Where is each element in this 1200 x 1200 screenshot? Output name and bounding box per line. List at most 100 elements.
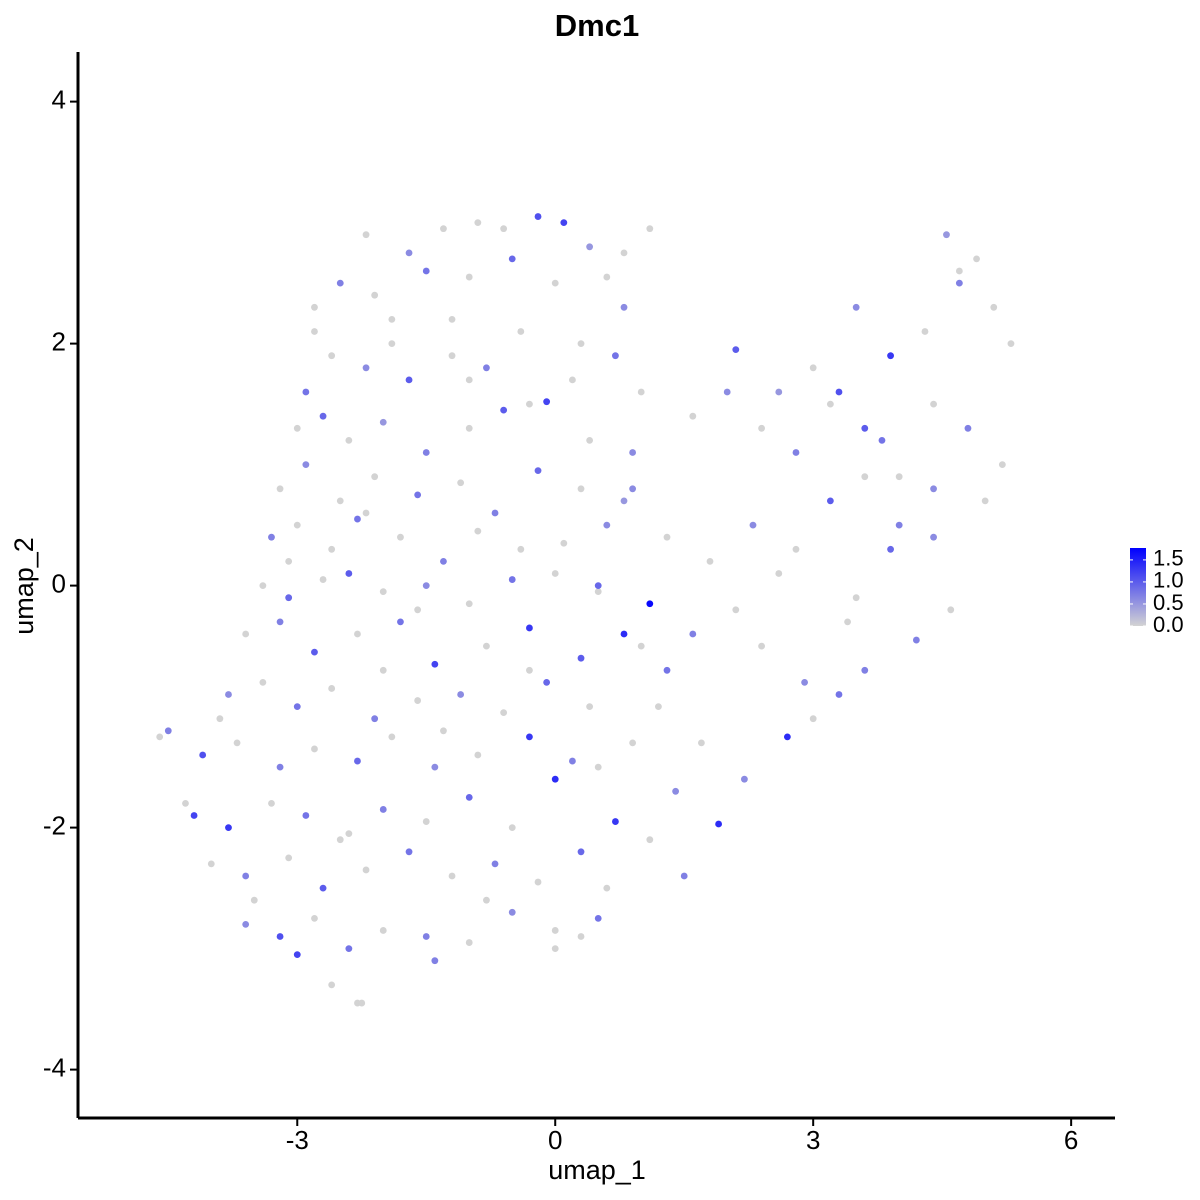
cell-point bbox=[414, 491, 422, 499]
cell-point bbox=[319, 576, 327, 583]
cell-point bbox=[680, 872, 688, 880]
cell-point bbox=[311, 914, 318, 922]
cell-point bbox=[465, 939, 473, 946]
y-tick-label: -4 bbox=[43, 1052, 66, 1082]
cell-point bbox=[577, 848, 585, 856]
cell-point bbox=[216, 715, 224, 723]
cell-point bbox=[311, 328, 318, 335]
cell-point bbox=[422, 267, 430, 275]
cell-point bbox=[698, 739, 705, 747]
cell-point bbox=[586, 703, 594, 711]
cell-point bbox=[164, 727, 172, 735]
cell-point bbox=[242, 630, 250, 638]
cell-point bbox=[723, 388, 731, 396]
cell-point bbox=[706, 558, 714, 565]
cell-point bbox=[276, 763, 284, 771]
cell-point bbox=[328, 981, 336, 989]
cell-point bbox=[465, 600, 473, 608]
cell-point bbox=[629, 449, 637, 456]
cell-point bbox=[577, 340, 585, 348]
colorbar bbox=[1130, 548, 1146, 626]
cell-point bbox=[732, 606, 740, 614]
cell-point bbox=[293, 424, 301, 432]
cell-point bbox=[861, 473, 869, 481]
cell-point bbox=[594, 763, 602, 771]
cell-point bbox=[758, 424, 765, 432]
cell-point bbox=[500, 406, 508, 414]
colorbar-tick-label: 1.0 bbox=[1153, 568, 1184, 593]
cell-point bbox=[715, 820, 723, 828]
cell-point bbox=[242, 921, 250, 928]
cell-point bbox=[336, 279, 344, 287]
cell-point bbox=[758, 642, 765, 650]
cell-point bbox=[551, 279, 559, 287]
cell-point bbox=[483, 642, 490, 650]
x-tick-label: 3 bbox=[806, 1125, 820, 1155]
colorbar-tick-label: 1.5 bbox=[1153, 546, 1184, 571]
cell-point bbox=[655, 703, 662, 711]
cell-point bbox=[242, 872, 250, 880]
cell-point bbox=[379, 806, 387, 813]
cell-point bbox=[388, 316, 396, 323]
cell-point bbox=[912, 636, 920, 644]
cell-point bbox=[199, 751, 207, 759]
cell-point bbox=[534, 213, 542, 220]
cell-point bbox=[508, 908, 516, 916]
cell-point bbox=[354, 515, 361, 523]
cell-point bbox=[637, 642, 645, 650]
cell-point bbox=[302, 812, 310, 819]
cell-point bbox=[276, 933, 284, 940]
cell-point bbox=[955, 279, 963, 287]
cell-point bbox=[663, 533, 671, 541]
cell-point bbox=[921, 328, 929, 335]
cell-point bbox=[422, 818, 430, 825]
cell-point bbox=[500, 225, 508, 233]
cell-point bbox=[943, 231, 950, 239]
cell-point bbox=[225, 691, 232, 698]
cell-point bbox=[440, 727, 447, 735]
cell-point bbox=[448, 316, 456, 323]
cell-point bbox=[603, 884, 611, 892]
x-axis-label: umap_1 bbox=[548, 1155, 646, 1185]
cell-point bbox=[422, 449, 430, 456]
cell-point bbox=[207, 860, 215, 868]
cell-point bbox=[861, 424, 869, 432]
cell-point bbox=[362, 866, 370, 874]
cell-point bbox=[508, 576, 516, 583]
cell-point bbox=[311, 745, 318, 753]
cell-point bbox=[457, 691, 465, 698]
cell-point bbox=[336, 497, 344, 505]
cell-point bbox=[689, 630, 697, 638]
cell-point bbox=[947, 606, 955, 614]
cell-point bbox=[465, 376, 473, 384]
cell-point bbox=[259, 679, 267, 686]
y-tick-label: 2 bbox=[52, 326, 66, 356]
cell-point bbox=[646, 600, 654, 608]
cell-point bbox=[405, 376, 413, 384]
cell-point bbox=[500, 709, 508, 717]
cell-point bbox=[474, 219, 482, 227]
cell-point bbox=[792, 545, 800, 553]
cell-point bbox=[594, 914, 602, 922]
cell-point bbox=[930, 400, 937, 408]
cell-point bbox=[861, 666, 869, 674]
cell-point bbox=[328, 685, 336, 692]
cell-point bbox=[483, 896, 490, 904]
cell-point bbox=[302, 388, 310, 396]
cell-point bbox=[551, 945, 559, 953]
cell-point bbox=[268, 533, 275, 541]
cell-point bbox=[646, 225, 654, 233]
cell-point bbox=[457, 479, 465, 487]
cell-point bbox=[560, 219, 568, 227]
cell-point bbox=[835, 691, 843, 698]
cell-point bbox=[964, 424, 972, 432]
cell-point bbox=[620, 497, 628, 505]
cell-point bbox=[586, 437, 594, 444]
cell-point bbox=[852, 303, 860, 311]
cell-point bbox=[354, 757, 361, 765]
cell-point bbox=[345, 437, 353, 444]
cell-point bbox=[491, 860, 499, 868]
cell-point bbox=[465, 793, 473, 801]
